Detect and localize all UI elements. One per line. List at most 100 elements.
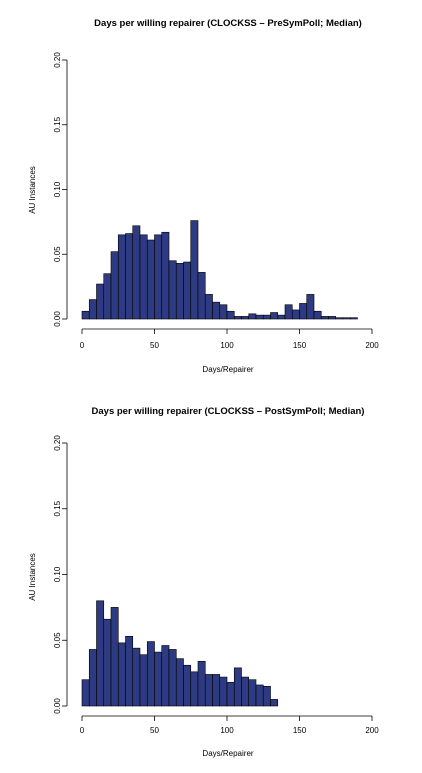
bar (241, 676, 250, 707)
bar (306, 294, 315, 320)
bar (262, 685, 271, 707)
bar (168, 649, 177, 707)
bar (226, 310, 235, 320)
bar (284, 304, 293, 320)
y-tick-label: 0.05 (53, 632, 62, 648)
chart-title: Days per willing repairer (CLOCKSS – Pos… (92, 406, 365, 417)
x-tick-label: 100 (220, 726, 234, 735)
bar (204, 674, 213, 707)
bar (190, 220, 199, 320)
y-axis: 0.00 0.05 0.10 0.15 0.20 (53, 52, 68, 327)
y-tick-label: 0.20 (53, 52, 62, 68)
bar (139, 234, 148, 320)
chart-panel-post: Days per willing repairer (CLOCKSS – Pos… (0, 387, 422, 773)
bar (132, 225, 141, 320)
y-tick-label: 0.20 (53, 435, 62, 451)
bar (262, 314, 271, 320)
bar-group (81, 600, 279, 707)
bar (233, 667, 242, 707)
bar (197, 272, 206, 320)
bar (219, 304, 228, 320)
bar (226, 682, 235, 707)
bar (117, 234, 126, 320)
bar (154, 651, 163, 707)
bar (81, 679, 90, 707)
y-tick-label: 0.10 (53, 566, 62, 582)
bar (161, 231, 170, 320)
bar (146, 239, 155, 320)
x-tick-label: 150 (293, 726, 307, 735)
chart-panel-pre: Days per willing repairer (CLOCKSS – Pre… (28, 18, 379, 374)
bar (328, 316, 337, 320)
bar (270, 312, 279, 320)
bar (335, 317, 344, 320)
bar (212, 301, 221, 320)
bar (241, 316, 250, 320)
bar (212, 674, 221, 707)
x-axis: 0 50 100 150 200 (80, 715, 379, 735)
bar (183, 261, 192, 320)
bar (248, 679, 257, 707)
y-axis: 0.00 0.05 0.10 0.15 0.20 (53, 435, 68, 714)
histogram-post-sympoll: Days per willing repairer (CLOCKSS – Pos… (28, 406, 379, 758)
bar (110, 607, 119, 707)
x-tick-label: 0 (80, 726, 85, 735)
bar (270, 699, 279, 707)
y-tick-label: 0.00 (53, 311, 62, 327)
y-axis-label: AU Instances (28, 553, 37, 601)
bar (197, 660, 206, 707)
y-tick-label: 0.15 (53, 116, 62, 132)
x-tick-label: 200 (365, 341, 379, 350)
x-axis: 0 50 100 150 200 (80, 328, 379, 350)
bar (88, 649, 97, 707)
bar (96, 283, 105, 320)
bar (248, 313, 257, 320)
bar (96, 600, 105, 707)
x-tick-label: 50 (150, 341, 159, 350)
bar (103, 273, 112, 320)
x-axis-label: Days/Repairer (202, 749, 253, 758)
bar (204, 294, 213, 320)
bar (161, 645, 170, 707)
bar (291, 309, 300, 320)
bar (154, 234, 163, 320)
y-tick-label: 0.15 (53, 500, 62, 516)
bar (255, 684, 264, 707)
bar (168, 260, 177, 320)
y-tick-label: 0.00 (53, 698, 62, 714)
x-tick-label: 150 (293, 341, 307, 350)
bar (342, 317, 351, 320)
bar (146, 641, 155, 707)
x-tick-label: 0 (80, 341, 85, 350)
bar (190, 671, 199, 707)
bar (183, 664, 192, 707)
bar (277, 314, 286, 320)
bar (81, 310, 90, 320)
bar (175, 263, 184, 320)
bar (320, 316, 329, 320)
histogram-pre-sympoll: Days per willing repairer (CLOCKSS – Pre… (28, 18, 379, 374)
bar (125, 636, 134, 707)
bar (110, 251, 119, 320)
x-tick-label: 100 (220, 341, 234, 350)
bar (299, 303, 308, 320)
bar (349, 317, 358, 320)
bar (117, 642, 126, 707)
bar (139, 654, 148, 707)
bar (233, 316, 242, 320)
bar (125, 233, 134, 320)
bar (219, 676, 228, 707)
bar (175, 658, 184, 707)
chart-title: Days per willing repairer (CLOCKSS – Pre… (94, 18, 362, 29)
x-tick-label: 50 (150, 726, 159, 735)
bar (313, 310, 322, 320)
x-axis-label: Days/Repairer (202, 365, 253, 374)
bar-group (81, 220, 358, 320)
y-tick-label: 0.10 (53, 181, 62, 197)
y-tick-label: 0.05 (53, 246, 62, 262)
bar (132, 647, 141, 707)
x-tick-label: 200 (365, 726, 379, 735)
bar (103, 618, 112, 707)
bar (255, 314, 264, 320)
y-axis-label: AU Instances (28, 166, 37, 214)
